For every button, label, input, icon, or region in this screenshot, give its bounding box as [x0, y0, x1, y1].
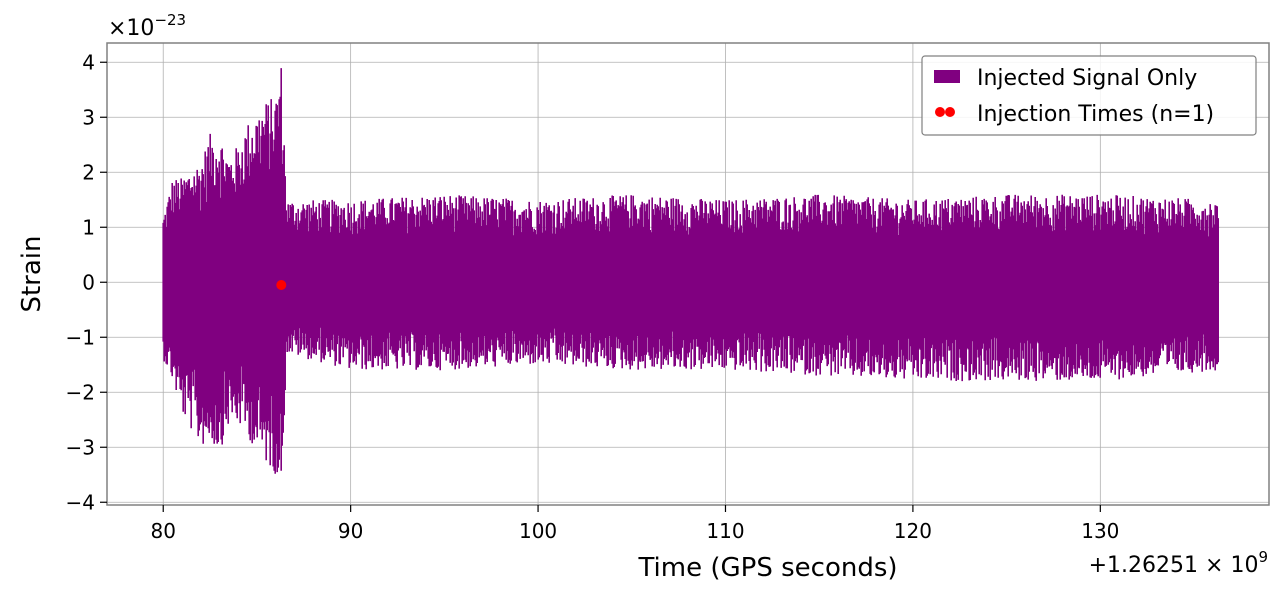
y-tick-label: −2 [66, 380, 95, 404]
plot-frame [106, 42, 1270, 506]
x-tick-label: 90 [338, 519, 363, 543]
y-tick-label: −3 [66, 435, 95, 459]
y-tick-label: 4 [82, 50, 95, 74]
legend-marker-injection-times-b [945, 107, 955, 117]
y-tick-label: 3 [82, 105, 95, 129]
legend-box [921, 55, 1257, 136]
series-injected-signal [162, 68, 1219, 474]
legend-label-injected-signal: Injected Signal Only [977, 66, 1197, 91]
y-tick-label: 2 [82, 160, 95, 184]
legend-label-injection-times: Injection Times (n=1) [977, 102, 1214, 127]
y-multiplier-label: ×10−23 [108, 11, 186, 41]
y-multiplier-exponent: −23 [154, 11, 186, 29]
x-tick-label: 120 [894, 519, 932, 543]
legend: Injected Signal Only Injection Times (n=… [921, 55, 1257, 136]
x-offset-label: +1.26251 × 109 [1089, 548, 1268, 578]
y-tick-label: 1 [82, 215, 95, 239]
x-tick-label: 80 [150, 519, 175, 543]
x-tick-label: 130 [1081, 519, 1119, 543]
x-offset-exponent: 9 [1258, 548, 1268, 566]
x-tick-label: 100 [519, 519, 557, 543]
y-multiplier-base: ×10 [108, 16, 154, 41]
x-offset-base: +1.26251 × 10 [1089, 553, 1259, 578]
y-tick-label: −1 [66, 325, 95, 349]
x-axis-label: Time (GPS seconds) [637, 553, 897, 583]
y-tick-label: 0 [82, 270, 95, 294]
x-tick-label: 110 [706, 519, 744, 543]
legend-swatch-injected-signal [934, 70, 960, 83]
y-tick-label: −4 [66, 490, 95, 514]
ticks: 80 90 100 110 120 130 −4 −3 −2 −1 0 1 2 3 4 [66, 50, 1120, 543]
legend-marker-injection-times-a [935, 107, 945, 117]
plot-series [162, 68, 1219, 474]
y-axis-label: Strain [17, 235, 47, 312]
injection-time-point [276, 280, 287, 290]
